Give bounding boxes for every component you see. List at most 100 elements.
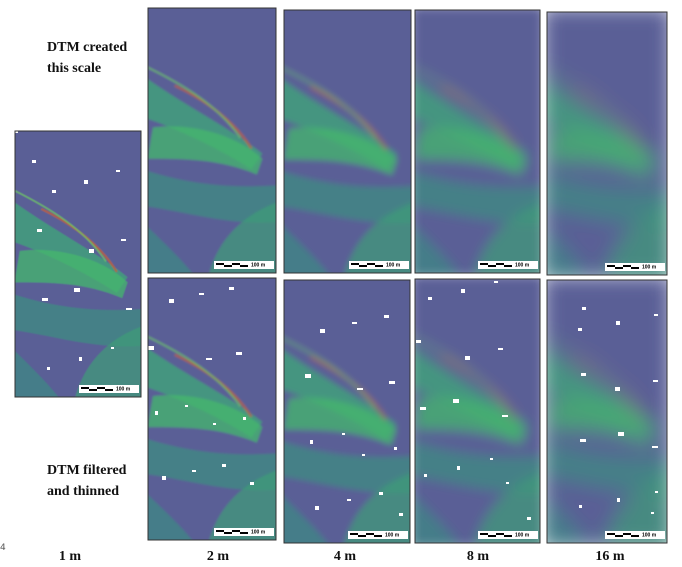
gap-patch [394, 447, 397, 450]
gap-patch [498, 348, 503, 350]
scale-bar-seg [81, 387, 89, 389]
scale-bar-seg [240, 532, 248, 534]
map-image [278, 4, 417, 279]
gap-patch [222, 464, 226, 467]
map-image [142, 2, 282, 279]
texture [278, 4, 417, 279]
scale-bar-label: 100 m [251, 529, 266, 535]
scale-bar-seg [631, 267, 639, 269]
scale-bar-seg [504, 535, 512, 537]
map-panel: 100 m [142, 2, 282, 279]
gap-patch [192, 470, 196, 472]
scale-bar-seg [480, 263, 488, 265]
gap-patch [617, 498, 620, 502]
gap-patch [236, 352, 242, 355]
gap-patch [416, 340, 421, 343]
scale-bar-label: 100 m [642, 532, 657, 538]
scale-bar-seg [623, 265, 631, 267]
scale-bar-seg [374, 535, 382, 537]
gap-patch [615, 387, 620, 391]
gap-patch [379, 492, 383, 495]
scale-bar-seg [224, 532, 232, 534]
gap-patch [243, 417, 246, 420]
scale-bar-seg [232, 530, 240, 532]
scale-bar-seg [358, 535, 366, 537]
column-label: 1 m [59, 549, 82, 564]
gap-patch [169, 299, 174, 303]
scale-bar-label: 100 m [515, 532, 530, 538]
scale-bar-seg [240, 265, 248, 267]
scale-bar-seg [607, 533, 615, 535]
map-panel: 100 m [541, 6, 673, 281]
gap-patch [229, 287, 234, 290]
map-panel: 100 m [409, 4, 546, 279]
gap-patch [111, 347, 114, 349]
column-label: 2 m [207, 549, 230, 564]
map-panel: 100 m [9, 125, 147, 403]
scale-bar-seg [615, 535, 623, 537]
gap-patch [42, 298, 48, 301]
map-panel: 100 m [278, 4, 417, 279]
gap-patch [315, 506, 319, 510]
scale-bar-seg [366, 533, 374, 535]
gap-patch [461, 289, 465, 293]
scale-bar-seg [97, 387, 105, 389]
gap-patch [579, 505, 582, 508]
gap-patch [52, 190, 56, 193]
scale-bar-seg [105, 389, 113, 391]
row-label: this scale [47, 61, 101, 76]
gap-patch [652, 446, 658, 448]
scale-bar-seg [224, 265, 232, 267]
gap-patch [428, 297, 432, 300]
texture [541, 274, 673, 549]
gap-patch [185, 405, 188, 407]
row-label: DTM filtered [47, 463, 127, 478]
scale-bar-seg [480, 533, 488, 535]
scale-bar-seg [504, 265, 512, 267]
column-label: 8 m [467, 549, 490, 564]
scale-bar-seg [359, 265, 367, 267]
gap-patch [389, 381, 395, 384]
gap-patch [490, 458, 493, 460]
scale-bar-seg [607, 265, 615, 267]
column-label: 16 m [595, 549, 625, 564]
gap-patch [399, 513, 403, 516]
scale-bar-seg [232, 263, 240, 265]
scale-bar-label: 100 m [251, 262, 266, 268]
gap-patch [37, 229, 42, 232]
row-label: DTM created [47, 40, 127, 55]
gap-patch [310, 440, 313, 444]
gap-patch [162, 476, 166, 480]
gap-patch [213, 423, 216, 425]
column-label: 4 m [334, 549, 357, 564]
gap-patch [250, 482, 254, 485]
scale-bar-label: 100 m [642, 264, 657, 270]
map-panel: 100 m [541, 274, 673, 549]
gap-patch [457, 466, 460, 470]
texture [409, 4, 546, 279]
map-panel: 100 m [409, 273, 546, 549]
scale-bar-label: 100 m [386, 262, 401, 268]
map-image [409, 273, 546, 549]
gap-patch [502, 415, 508, 417]
gap-patch [357, 388, 363, 390]
gap-patch [206, 358, 212, 360]
scale-bar-seg [488, 265, 496, 267]
gap-patch [453, 399, 459, 403]
gap-patch [121, 239, 126, 241]
scale-bar-seg [623, 533, 631, 535]
map-panel: 100 m [278, 274, 416, 549]
map-image [541, 274, 673, 549]
scale-bar-seg [350, 533, 358, 535]
gap-patch [89, 249, 94, 253]
scale-bar-label: 100 m [515, 262, 530, 268]
gap-patch [580, 439, 586, 442]
scale-bar-seg [89, 389, 97, 391]
gap-patch [582, 307, 586, 310]
scale-bar-seg [496, 533, 504, 535]
gap-patch [618, 432, 624, 436]
texture [541, 6, 673, 281]
gap-patch [305, 374, 311, 378]
scale-bar-seg [375, 265, 383, 267]
gap-patch [347, 499, 351, 501]
